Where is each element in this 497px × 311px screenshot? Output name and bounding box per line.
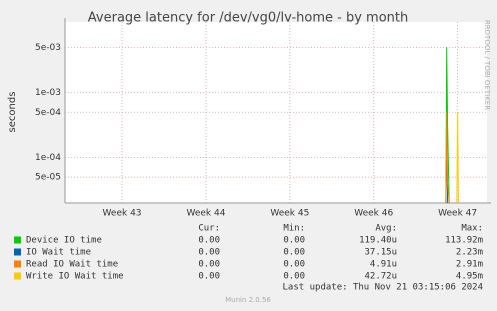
legend-stat: 0.00 — [283, 236, 305, 246]
legend-label: Device IO time — [26, 236, 102, 246]
legend-stat: 0.00 — [198, 260, 220, 270]
legend-stat: 37.15u — [364, 248, 397, 258]
legend-stat: 0.00 — [283, 260, 305, 270]
legend-label: IO Wait time — [26, 248, 91, 258]
watermark: RRDTOOL / TOBI OETIKER — [483, 20, 491, 110]
series-line — [445, 112, 450, 203]
y-tick-label: 5e-05 — [35, 173, 61, 183]
legend-swatch — [14, 272, 21, 280]
x-tick-label: Week 46 — [354, 209, 393, 219]
legend-stat: 0.00 — [198, 272, 220, 282]
x-tick-label: Week 47 — [438, 209, 477, 219]
y-tick-label: 1e-04 — [35, 153, 61, 163]
y-tick-label: 5e-04 — [35, 108, 61, 118]
legend-swatch — [14, 248, 21, 256]
legend-stat: 42.72u — [364, 272, 397, 282]
legend-stat: 4.91u — [370, 260, 397, 270]
legend-swatch — [14, 260, 21, 268]
legend-header: Max: — [461, 224, 483, 234]
chart-title: Average latency for /dev/vg0/lv-home - b… — [88, 11, 408, 26]
legend-stat: 2.91m — [456, 260, 483, 270]
legend-stat: 113.92m — [445, 236, 483, 246]
legend-header: Cur: — [198, 224, 220, 234]
legend-stat: 0.00 — [283, 248, 305, 258]
legend-label: Write IO Wait time — [26, 272, 124, 282]
legend-stat: 4.95m — [456, 272, 483, 282]
legend-label: Read IO Wait time — [26, 260, 118, 270]
legend-stat: 2.23m — [456, 248, 483, 258]
x-tick-label: Week 44 — [186, 209, 225, 219]
credit: Munin 2.0.56 — [225, 296, 271, 304]
series-line — [456, 112, 459, 203]
legend-stat: 0.00 — [198, 248, 220, 258]
y-tick-label: 1e-03 — [35, 88, 61, 98]
legend-swatch — [14, 236, 21, 244]
legend-header: Min: — [283, 224, 305, 234]
legend-stat: 0.00 — [198, 236, 220, 246]
x-tick-label: Week 43 — [103, 209, 142, 219]
legend-header: Avg: — [375, 224, 397, 234]
legend-stat: 0.00 — [283, 272, 305, 282]
y-axis-label: seconds — [7, 92, 18, 133]
series-group — [445, 47, 459, 203]
y-tick-label: 5e-03 — [35, 43, 61, 53]
last-update: Last update: Thu Nov 21 03:15:06 2024 — [283, 283, 483, 293]
x-tick-label: Week 45 — [270, 209, 309, 219]
legend-stat: 119.40u — [359, 236, 397, 246]
